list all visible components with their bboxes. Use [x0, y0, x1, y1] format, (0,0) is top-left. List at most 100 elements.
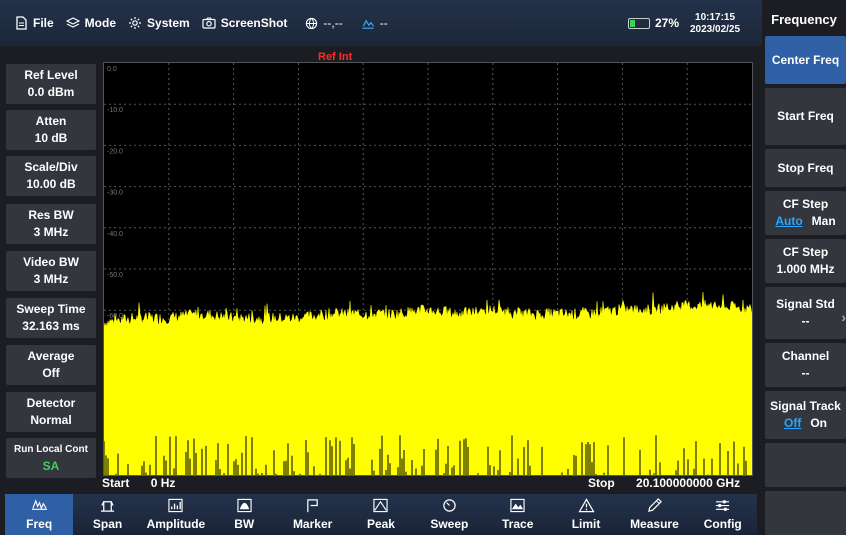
mode-label: Mode [84, 16, 117, 30]
trace-icon [510, 498, 525, 513]
detector-label: Detector [26, 396, 76, 410]
marker-tab[interactable]: Marker [278, 494, 346, 535]
y-tick-label: -50.0 [107, 272, 123, 279]
config-tab[interactable]: Config [689, 494, 757, 535]
stop-freq-readout: Stop 20.100000000 GHz [588, 476, 740, 492]
start-value: 0 Hz [150, 476, 176, 490]
menu-title: Frequency [771, 12, 837, 27]
center-freq-key[interactable]: Center Freq [765, 36, 846, 84]
signal-std-key[interactable]: Signal Std -- › [765, 287, 846, 339]
sweep-tab[interactable]: Sweep [415, 494, 483, 535]
amplitude-icon [168, 498, 184, 513]
average-box[interactable]: Average Off [6, 345, 96, 385]
peak-tab-label: Peak [366, 517, 395, 531]
system-menu[interactable]: System [128, 16, 190, 30]
signal-std-label: Signal Std [776, 297, 835, 311]
channel-value: -- [801, 366, 810, 380]
file-icon [16, 16, 27, 30]
sweep-time-box[interactable]: Sweep Time 32.163 ms [6, 298, 96, 338]
system-label: System [147, 16, 190, 30]
mode-menu[interactable]: Mode [65, 16, 117, 30]
ref-indicator: Ref Int [318, 51, 353, 63]
gps-value: --,-- [323, 16, 343, 30]
channel-key[interactable]: Channel -- [765, 343, 846, 387]
signal-status: -- [361, 16, 388, 30]
limit-tab[interactable]: Limit [552, 494, 620, 535]
signal-std-value: -- [801, 314, 810, 328]
empty-softkey-1[interactable] [765, 443, 846, 487]
cf-step-auto-option[interactable]: Auto [775, 214, 803, 228]
file-menu[interactable]: File [14, 16, 54, 30]
run-mode-box[interactable]: Run Local Cont SA [6, 438, 96, 478]
average-value: Off [42, 366, 60, 380]
signal-track-on-option[interactable]: On [810, 416, 827, 430]
layers-icon [65, 17, 80, 28]
empty-softkey-2[interactable] [765, 491, 846, 535]
measure-tab[interactable]: Measure [620, 494, 688, 535]
run-mode-value: SA [42, 459, 60, 473]
ref-level-box[interactable]: Ref Level 0.0 dBm [6, 64, 96, 104]
bw-tab-label: BW [234, 517, 255, 531]
y-tick-label: -10.0 [107, 107, 123, 114]
signal-icon [362, 19, 374, 29]
detector-box[interactable]: Detector Normal [6, 392, 96, 432]
waveform-icon [31, 499, 47, 510]
signal-track-off-option[interactable]: Off [784, 416, 802, 430]
bw-icon [237, 498, 252, 513]
noise-floor-texture [104, 435, 747, 475]
camera-icon [202, 17, 216, 29]
cf-step-label: CF Step [782, 245, 829, 259]
globe-icon [306, 17, 318, 29]
function-bar: Freq Span Amplitude BW Marker Peak Sweep… [5, 494, 757, 535]
stop-value: 20.100000000 GHz [636, 476, 741, 490]
span-tab[interactable]: Span [73, 494, 141, 535]
stop-label: Stop [588, 476, 615, 490]
scale-div-box[interactable]: Scale/Div 10.00 dB [6, 156, 96, 196]
gear-icon [129, 17, 142, 29]
res-bw-box[interactable]: Res BW 3 MHz [6, 204, 96, 244]
start-freq-key[interactable]: Start Freq [765, 88, 846, 145]
freq-tab[interactable]: Freq [5, 494, 74, 535]
signal-track-key[interactable]: Signal Track Off On [765, 391, 846, 439]
y-tick-label: -30.0 [107, 190, 123, 197]
scale-div-value: 10.00 dB [26, 177, 76, 191]
stop-freq-key[interactable]: Stop Freq [765, 149, 846, 187]
graticule[interactable]: 0.0-10.0-20.0-30.0-40.0-50.0-60.0-70.0-8… [103, 62, 753, 476]
cf-step-mode-key[interactable]: CF Step Auto Man [765, 191, 846, 235]
peak-tab[interactable]: Peak [347, 494, 415, 535]
clock-date: 2023/02/25 [690, 24, 741, 35]
stop-freq-label: Stop Freq [777, 160, 834, 175]
screenshot-menu[interactable]: ScreenShot [202, 16, 287, 30]
battery-indicator: 27% [628, 16, 679, 30]
video-bw-box[interactable]: Video BW 3 MHz [6, 251, 96, 291]
parameter-panel: Ref Level 0.0 dBm Atten 10 dB Scale/Div 10.… [0, 46, 100, 483]
cf-step-man-option[interactable]: Man [811, 214, 836, 228]
cf-step-value-key[interactable]: CF Step 1.000 MHz [765, 239, 846, 283]
start-freq-label: Start Freq [777, 109, 834, 123]
amplitude-tab[interactable]: Amplitude [142, 494, 210, 535]
battery-percent: 27% [655, 16, 680, 30]
bw-tab[interactable]: BW [210, 494, 278, 535]
measure-tab-label: Measure [630, 517, 679, 531]
clock-time: 10:17:15 [695, 12, 736, 23]
spectrum-chart: 0.0-10.0-20.0-30.0-40.0-50.0-60.0-70.0-8… [104, 63, 752, 475]
peak-icon [373, 498, 389, 513]
signal-value: -- [379, 16, 388, 30]
limit-tab-label: Limit [571, 517, 601, 531]
trace-tab[interactable]: Trace [484, 494, 552, 535]
softkey-panel: Frequency Center Freq Start Freq Stop Fr… [762, 0, 846, 535]
marker-icon [307, 499, 318, 513]
atten-value: 10 dB [34, 131, 68, 145]
spectrum-trace [104, 292, 752, 475]
start-label: Start [102, 476, 130, 490]
marker-tab-label: Marker [292, 517, 333, 531]
center-freq-label: Center Freq [771, 52, 840, 67]
battery-icon [628, 17, 650, 29]
atten-box[interactable]: Atten 10 dB [6, 110, 96, 150]
sweep-icon [443, 499, 456, 512]
sliders-icon [716, 500, 730, 511]
ref-level-value: 0.0 dBm [27, 85, 75, 99]
ref-level-label: Ref Level [24, 68, 78, 82]
channel-label: Channel [781, 349, 830, 363]
span-tab-label: Span [92, 517, 123, 531]
